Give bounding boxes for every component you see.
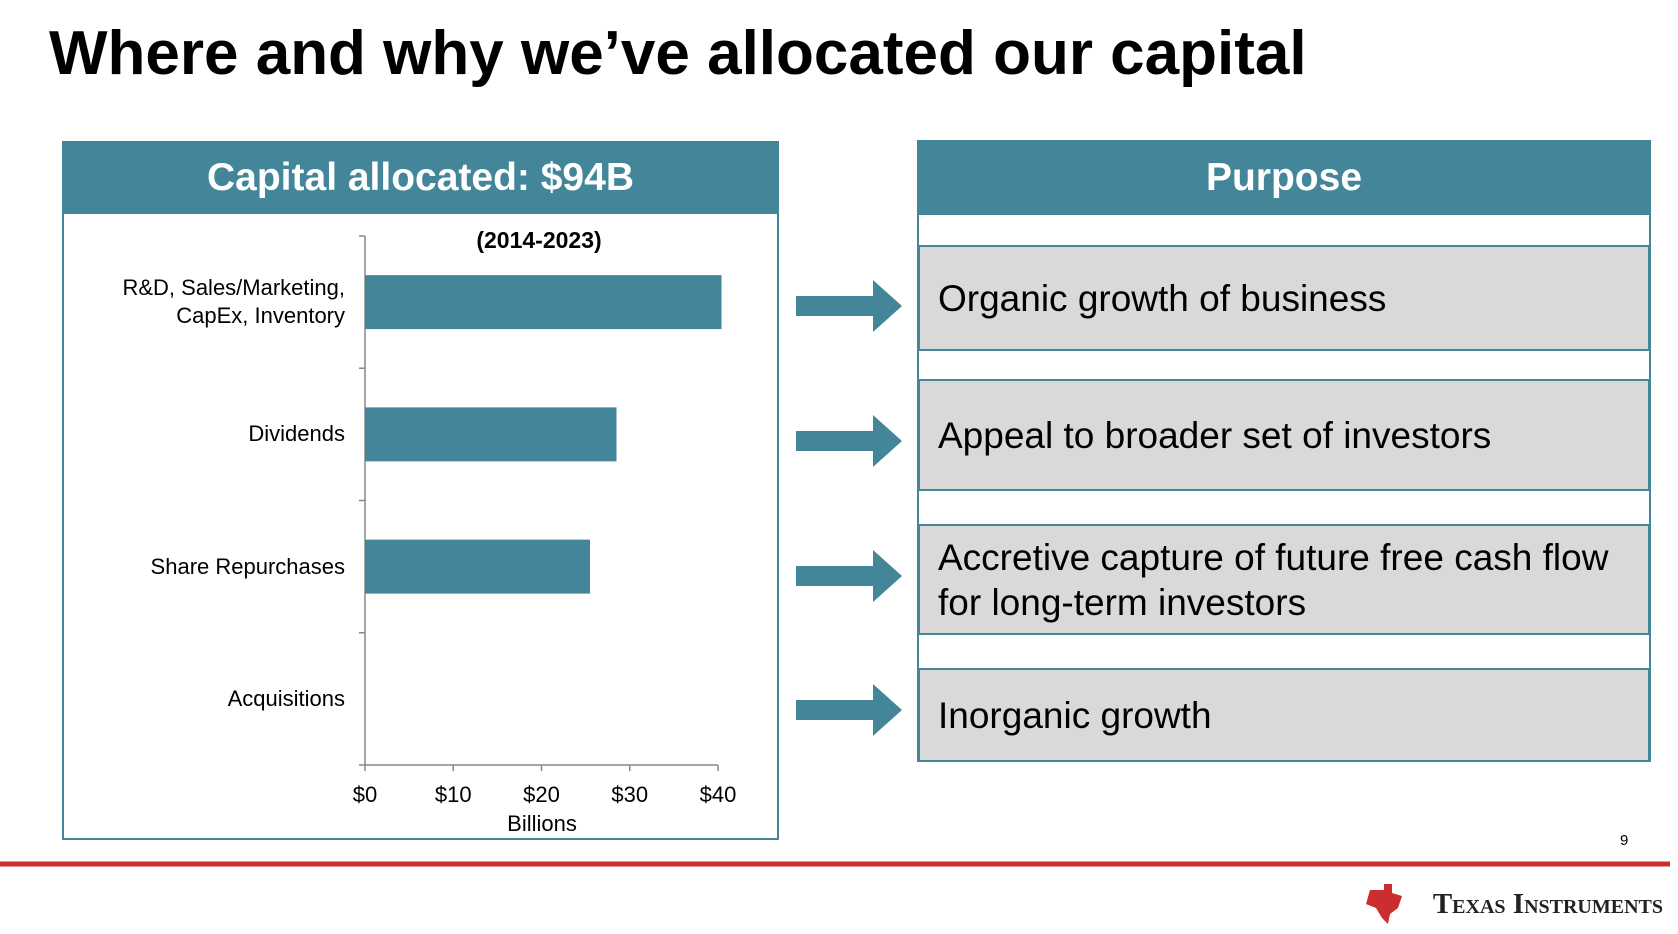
arrow xyxy=(796,550,902,602)
purpose-item: Organic growth of business xyxy=(918,245,1650,351)
page-title: Where and why we’ve allocated our capita… xyxy=(49,19,1307,88)
y-tick-label: Acquisitions xyxy=(227,685,345,711)
y-tick-label: Share Repurchases xyxy=(150,553,345,579)
x-tick-label: $40 xyxy=(700,782,737,807)
logo xyxy=(1366,884,1402,924)
x-tick-label: $10 xyxy=(435,782,472,807)
x-tick-label: $30 xyxy=(611,782,648,807)
purpose-item: Accretive capture of future free cash fl… xyxy=(918,524,1650,635)
chart-title: Capital allocated: $94B xyxy=(63,142,778,214)
chart-panel xyxy=(62,141,779,840)
y-tick-label: R&D, Sales/Marketing, CapEx, Inventory xyxy=(122,275,345,329)
x-tick-label: $20 xyxy=(523,782,560,807)
y-tick-label: Dividends xyxy=(248,421,345,447)
x-axis-label: Billions xyxy=(507,811,577,836)
bar xyxy=(365,275,722,330)
arrow xyxy=(796,415,902,467)
arrow xyxy=(796,280,902,332)
purpose-title: Purpose xyxy=(918,141,1650,215)
brand: Texas Instruments xyxy=(1432,888,1663,920)
purpose-item: Inorganic growth xyxy=(918,668,1650,762)
bar xyxy=(365,407,617,462)
page-number: 9 xyxy=(1620,832,1629,849)
x-tick-label: $0 xyxy=(353,782,377,807)
chart-subtitle: (2014-2023) xyxy=(476,227,601,253)
bar xyxy=(365,539,591,594)
purpose-item: Appeal to broader set of investors xyxy=(918,379,1650,491)
arrows xyxy=(796,280,902,736)
arrow xyxy=(796,684,902,736)
